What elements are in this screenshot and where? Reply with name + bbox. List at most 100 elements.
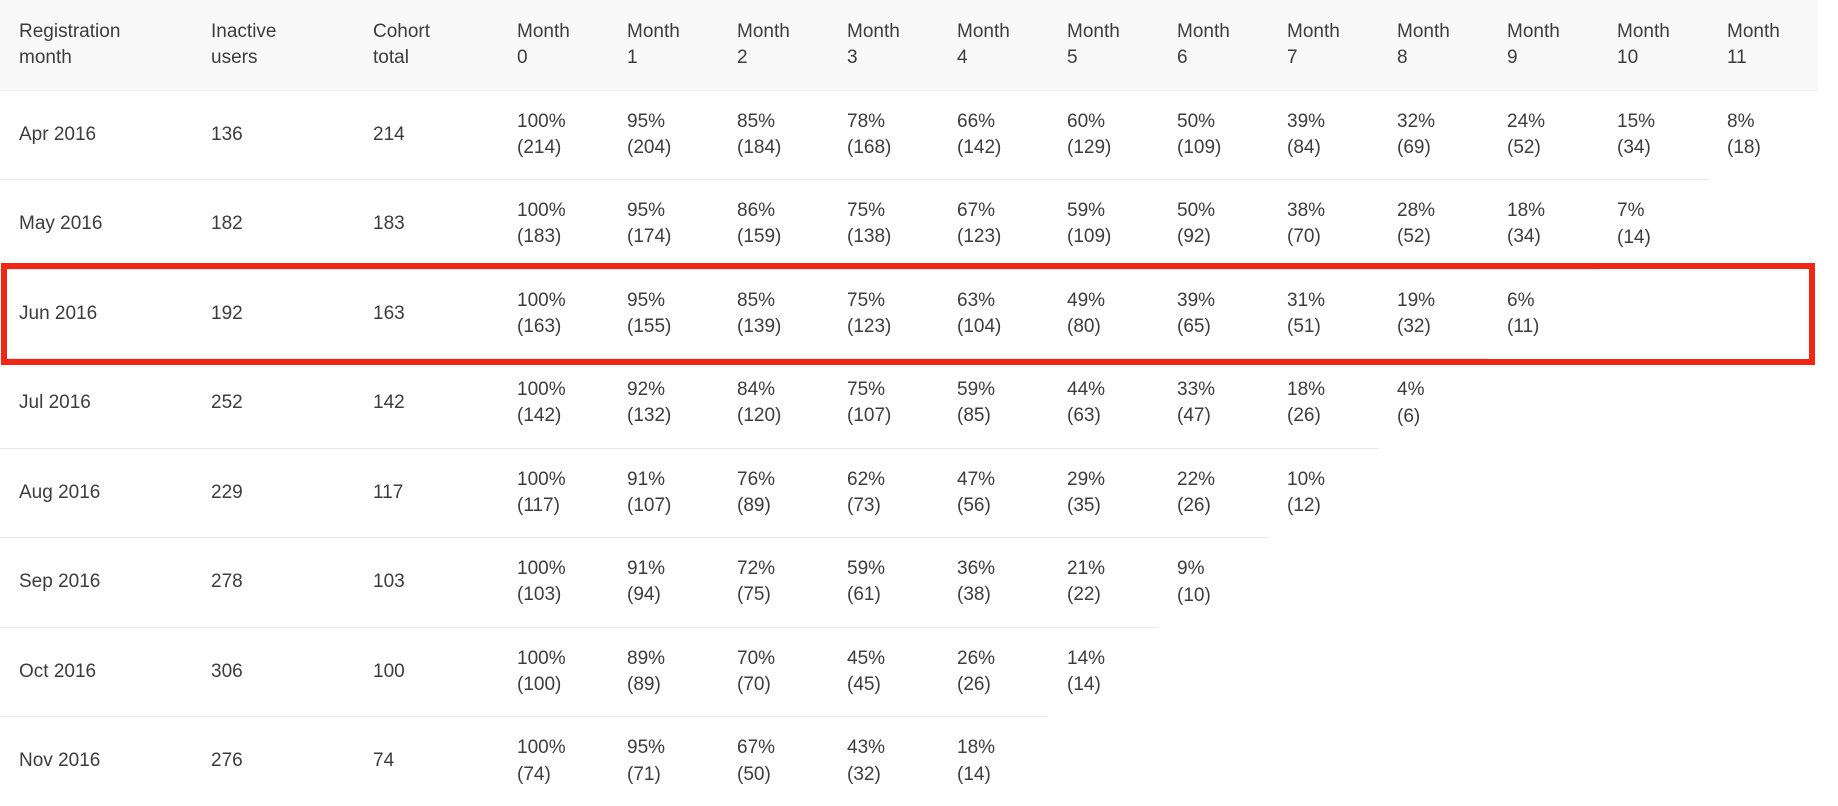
cohort-total: 100 [373,660,405,682]
retention-cell: 19% (32) [1378,268,1488,359]
retention-pct: 10% [1287,468,1326,490]
retention-count: (35) [1067,494,1101,516]
retention-cell: 67% (123) [938,179,1048,269]
cohort-total: 183 [373,213,405,235]
retention-count: (120) [737,405,782,427]
retention-pct: 22% [1177,468,1216,490]
retention-pct: 67% [957,200,996,222]
retention-cell [1378,627,1488,717]
retention-cell [1598,538,1708,628]
inactive-users: 229 [211,481,243,503]
header-cell: Month 2 [718,0,828,91]
retention-pct: 50% [1177,110,1216,132]
inactive-users: 182 [211,213,243,235]
retention-count: (47) [1177,405,1211,427]
header-cell: Cohort total [354,0,498,91]
retention-pct: 45% [847,647,886,669]
retention-count: (159) [737,226,782,248]
cohort-total: 103 [373,571,405,593]
retention-cell: 39% (84) [1268,90,1378,180]
retention-pct: 24% [1507,110,1546,132]
retention-count: (84) [1287,136,1321,158]
retention-pct: 31% [1287,289,1326,311]
header-cell: Month 4 [938,0,1048,91]
retention-pct: 84% [737,379,776,401]
retention-count: (204) [627,136,672,158]
retention-cell [1598,717,1708,806]
table-row: Nov 2016 276 74 100% (74) 95% (71) 67% (50) 43% (3… [0,716,1818,806]
header-label: Month 4 [957,20,1010,68]
retention-cell: 49% (80) [1048,268,1158,359]
retention-pct: 95% [627,289,666,311]
retention-cell: 18% (14) [938,716,1048,806]
table-header: Registration month Inactive users Cohort t… [0,0,1818,91]
retention-count: (129) [1067,136,1112,158]
retention-cell: 100% (100) [498,626,608,717]
retention-cell: 100% (103) [498,537,608,627]
retention-cell: 86% (159) [718,179,828,269]
header-cell: Month 1 [608,0,718,91]
retention-count: (109) [1067,226,1112,248]
retention-cell: 29% (35) [1048,447,1158,538]
registration-month: Jun 2016 [19,302,98,324]
retention-cell: 100% (117) [498,447,608,538]
retention-pct: 100% [517,289,566,311]
table-row: Jul 2016 252 142 100% (142) 92% (132) 84% (120) 7… [0,358,1818,448]
inactive-users-cell: 229 [192,447,354,538]
retention-cell: 50% (109) [1158,90,1268,180]
retention-count: (142) [957,136,1002,158]
retention-cell [1158,717,1268,806]
header-label: Month 3 [847,20,900,68]
retention-pct: 59% [957,379,996,401]
retention-pct: 63% [957,289,996,311]
retention-pct: 78% [847,110,886,132]
retention-count: (32) [847,763,881,785]
header-cell: Month 0 [498,0,608,91]
retention-pct: 44% [1067,379,1106,401]
retention-pct: 36% [957,558,996,580]
retention-cell: 91% (107) [608,447,718,538]
retention-pct: 14% [1067,647,1106,669]
header-cell: Month 10 [1598,0,1708,91]
registration-month-cell: May 2016 [0,179,192,269]
retention-count: (34) [1507,226,1541,248]
retention-cell [1708,180,1818,270]
retention-count: (18) [1727,137,1761,158]
retention-count: (107) [627,494,672,516]
retention-cell [1378,448,1488,538]
cohort-total-cell: 74 [354,716,498,806]
registration-month: Oct 2016 [19,660,97,682]
retention-pct: 85% [737,289,776,311]
retention-cell: 89% (89) [608,626,718,717]
retention-count: (80) [1067,315,1101,337]
retention-pct: 92% [627,379,666,401]
retention-pct: 75% [847,379,886,401]
retention-cell: 91% (94) [608,537,718,627]
retention-cell: 66% (142) [938,90,1048,180]
registration-month-cell: Aug 2016 [0,447,192,538]
retention-cell: 60% (129) [1048,90,1158,180]
retention-pct: 21% [1067,558,1106,580]
retention-cell: 44% (63) [1048,358,1158,448]
inactive-users: 192 [211,302,243,324]
retention-pct: 100% [517,468,566,490]
retention-pct: 26% [957,647,996,669]
retention-cell: 9% (10) [1158,537,1268,627]
header-label: Month 6 [1177,20,1230,68]
retention-cell: 84% (120) [718,358,828,448]
registration-month-cell: Apr 2016 [0,90,192,180]
retention-cell: 67% (50) [718,716,828,806]
retention-cell: 95% (174) [608,179,718,269]
retention-cell: 38% (70) [1268,179,1378,269]
retention-cell: 24% (52) [1488,90,1598,180]
retention-cell: 22% (26) [1158,447,1268,538]
retention-cell [1488,717,1598,806]
retention-pct: 67% [737,737,776,759]
retention-count: (71) [627,763,661,785]
retention-count: (61) [847,584,881,606]
retention-count: (92) [1177,226,1211,248]
retention-pct: 50% [1177,200,1216,222]
retention-cell: 59% (85) [938,358,1048,448]
retention-cell [1598,269,1708,359]
retention-cell: 59% (61) [828,537,938,627]
